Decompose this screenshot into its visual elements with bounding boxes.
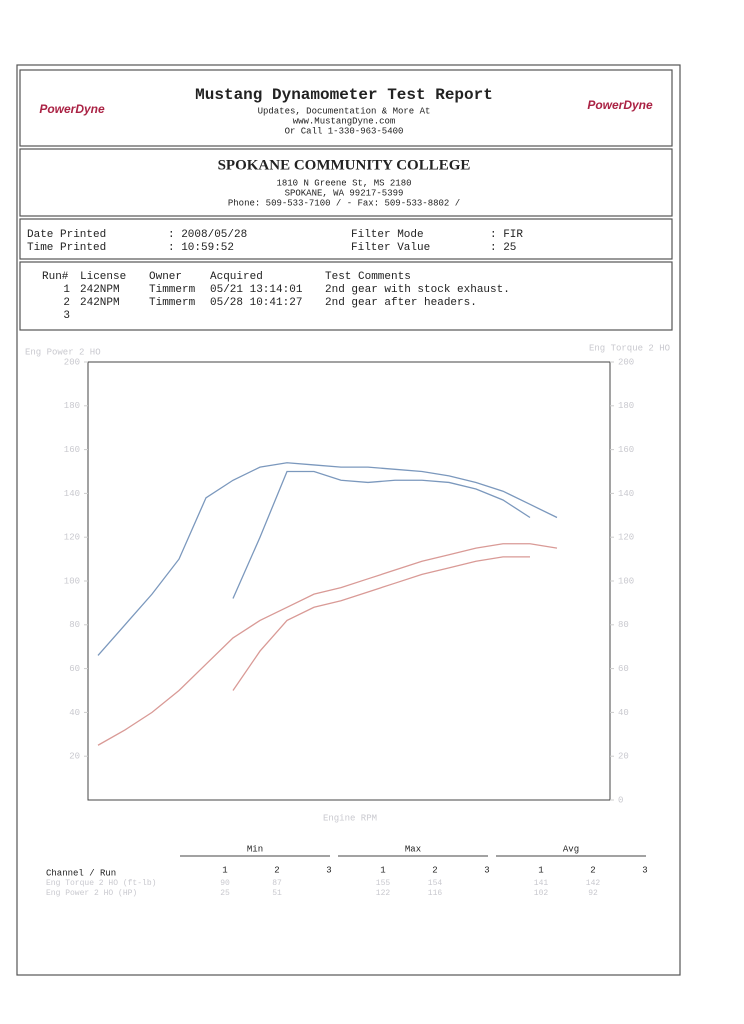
runs-cell: 2 (63, 297, 70, 309)
y-tick-label: 80 (69, 620, 80, 630)
stats-channel-header: Channel / Run (46, 868, 116, 878)
y-axis-label: Eng Power 2 HO (25, 347, 101, 357)
site-line: SPOKANE, WA 99217-5399 (285, 188, 404, 198)
y-tick-label: 200 (64, 357, 80, 367)
runs-header: Acquired (210, 271, 263, 283)
logo: PowerDyne (39, 102, 105, 116)
info-text: : 10:59:52 (168, 242, 234, 254)
info-text: : 2008/05/28 (168, 229, 247, 241)
site-line: Phone: 509-533-7100 / - Fax: 509-533-880… (228, 198, 460, 208)
y2-tick-label: 120 (618, 533, 634, 543)
y-tick-label: 20 (69, 752, 80, 762)
y2-tick-label: 200 (618, 357, 634, 367)
stats-run: 3 (326, 865, 331, 875)
header-line: Or Call 1-330-963-5400 (285, 126, 404, 136)
runs-box (19, 261, 673, 331)
stats-value: 102 (534, 889, 549, 898)
y2-tick-label: 20 (618, 752, 629, 762)
y2-tick-label: 0 (618, 795, 623, 805)
y2-tick-label: 140 (618, 489, 634, 499)
stats-label: Eng Power 2 HO (HP) (46, 889, 137, 898)
runs-cell: 05/28 10:41:27 (210, 297, 302, 309)
stats-run: 2 (274, 865, 279, 875)
header-line: www.MustangDyne.com (293, 116, 396, 126)
runs-cell: 242NPM (80, 297, 120, 309)
series-line (232, 556, 530, 691)
runs-cell: Timmerm (149, 297, 196, 309)
info-text: Filter Mode (351, 229, 424, 241)
stats-label: Eng Torque 2 HO (ft-lb) (46, 879, 156, 888)
stats-value: 122 (376, 889, 391, 898)
stats-run: 2 (590, 865, 595, 875)
y2-tick-label: 100 (618, 576, 634, 586)
stats-run: 2 (432, 865, 437, 875)
y2-tick-label: 160 (618, 445, 634, 455)
y2-tick-label: 80 (618, 620, 629, 630)
info-text: : FIR (490, 229, 523, 241)
stats-value: 154 (428, 879, 443, 888)
series-line (97, 462, 558, 656)
y-tick-label: 60 (69, 664, 80, 674)
page-border (16, 64, 681, 976)
runs-header: Test Comments (325, 271, 411, 283)
y2-axis-label: Eng Torque 2 HO (589, 343, 670, 353)
stats-run: 3 (484, 865, 489, 875)
info-text: Time Printed (27, 242, 106, 254)
site-line: 1810 N Greene St, MS 2180 (276, 178, 411, 188)
info-text: Date Printed (27, 229, 106, 241)
stats-run: 1 (538, 865, 543, 875)
stats-value: 51 (272, 889, 282, 898)
x-axis-label: Engine RPM (323, 813, 377, 823)
runs-header: Run# (42, 271, 69, 283)
stats-value: 155 (376, 879, 391, 888)
site-name: SPOKANE COMMUNITY COLLEGE (218, 157, 471, 173)
site-box (19, 148, 673, 217)
title: Mustang Dynamometer Test Report (195, 86, 493, 104)
stats-run: 3 (642, 865, 647, 875)
y-tick-label: 40 (69, 708, 80, 718)
y2-tick-label: 180 (618, 401, 634, 411)
stats-group: Avg (563, 844, 579, 854)
plot-area (87, 361, 611, 801)
runs-cell: 3 (63, 310, 70, 322)
stats-run: 1 (222, 865, 227, 875)
runs-header: License (80, 271, 126, 283)
runs-cell: 05/21 13:14:01 (210, 284, 303, 296)
info-box (19, 218, 673, 260)
y-tick-label: 160 (64, 445, 80, 455)
stats-value: 141 (534, 879, 549, 888)
y2-tick-label: 60 (618, 664, 629, 674)
y-tick-label: 120 (64, 533, 80, 543)
stats-value: 116 (428, 889, 443, 898)
y-tick-label: 180 (64, 401, 80, 411)
stats-value: 90 (220, 879, 230, 888)
stats-value: 92 (588, 889, 598, 898)
info-text: : 25 (490, 242, 516, 254)
info-text: Filter Value (351, 242, 430, 254)
series-line (97, 543, 558, 746)
stats-group: Max (405, 844, 421, 854)
logo: PowerDyne (587, 98, 653, 112)
y2-tick-label: 40 (618, 708, 629, 718)
series-line (232, 470, 531, 599)
y-tick-label: 140 (64, 489, 80, 499)
stats-group: Min (247, 844, 263, 854)
stats-value: 87 (272, 879, 282, 888)
y-tick-label: 100 (64, 576, 80, 586)
header-box (19, 69, 673, 147)
header-line: Updates, Documentation & More At (258, 106, 431, 116)
runs-header: Owner (149, 271, 182, 283)
runs-cell: 2nd gear after headers. (325, 297, 477, 309)
runs-cell: Timmerm (149, 284, 196, 296)
runs-cell: 242NPM (80, 284, 120, 296)
stats-value: 25 (220, 889, 230, 898)
runs-cell: 2nd gear with stock exhaust. (325, 284, 510, 296)
runs-cell: 1 (63, 284, 70, 296)
stats-value: 142 (586, 879, 601, 888)
stats-run: 1 (380, 865, 385, 875)
